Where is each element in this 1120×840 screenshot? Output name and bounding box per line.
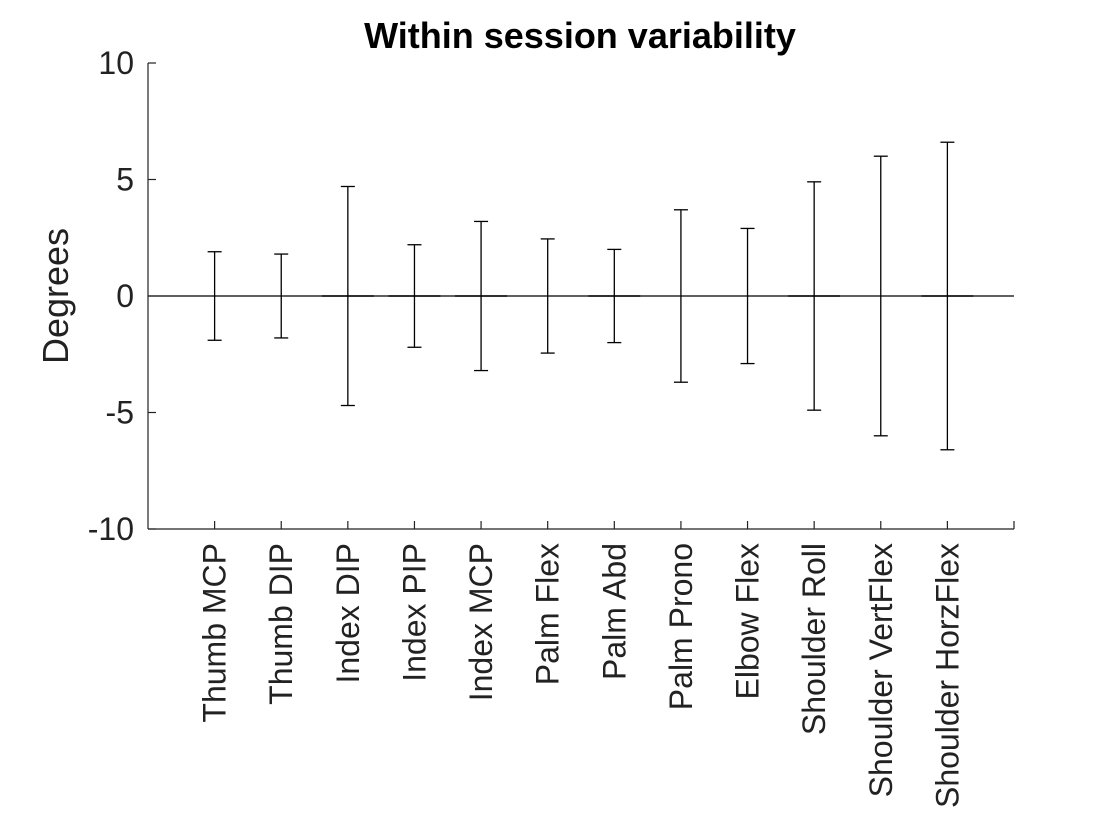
x-tick-label: Shoulder HorzFlex	[929, 543, 965, 808]
error-bar	[388, 244, 441, 348]
y-tick-label: -5	[106, 395, 134, 431]
error-bar	[207, 251, 222, 341]
x-tick-label: Thumb DIP	[263, 543, 299, 705]
error-bar	[673, 209, 688, 383]
x-ticks: Thumb MCP Thumb DIP Index DIP Index PIP Inde…	[197, 521, 1015, 808]
x-tick-label: Shoulder VertFlex	[863, 543, 899, 797]
x-tick-label: Palm Prono	[663, 543, 699, 710]
x-tick-label: Shoulder Roll	[796, 543, 832, 735]
y-tick-label: 5	[116, 162, 134, 198]
error-bar	[540, 238, 555, 354]
chart-title: Within session variability	[364, 15, 796, 56]
x-tick-label: Elbow Flex	[730, 543, 766, 700]
x-tick-label: Index MCP	[463, 543, 499, 701]
y-tick-label: 0	[116, 278, 134, 314]
x-tick-label: Palm Abd	[596, 543, 632, 680]
error-bars	[207, 141, 974, 451]
error-bar	[455, 220, 508, 372]
error-bar	[274, 253, 289, 339]
error-bar	[740, 227, 755, 365]
error-bar	[921, 141, 974, 451]
error-bar	[788, 181, 841, 411]
y-tick-label: 10	[98, 45, 134, 81]
y-ticks: 10 5 0 -5 -10	[88, 45, 156, 547]
error-bar	[873, 155, 888, 437]
y-tick-label: -10	[88, 511, 134, 547]
x-tick-label: Palm Flex	[530, 543, 566, 685]
error-bar	[321, 185, 374, 407]
y-axis-label: Degrees	[35, 228, 76, 364]
error-bar	[588, 248, 641, 344]
x-tick-label: Thumb MCP	[197, 543, 233, 723]
x-tick-label: Index PIP	[396, 543, 432, 682]
axes	[147, 63, 1014, 530]
x-tick-label: Index DIP	[330, 543, 366, 684]
